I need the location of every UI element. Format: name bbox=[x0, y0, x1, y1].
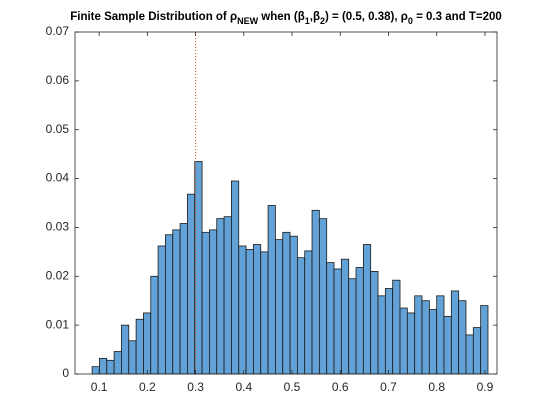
x-tick-label: 0.8 bbox=[428, 380, 445, 394]
bar bbox=[465, 334, 474, 375]
title-segment: NEW bbox=[237, 16, 259, 26]
bar bbox=[91, 366, 100, 375]
bar bbox=[392, 279, 401, 375]
y-tick-label: 0.05 bbox=[46, 122, 70, 136]
bar bbox=[436, 295, 445, 375]
axes-box bbox=[74, 31, 498, 375]
bar bbox=[406, 312, 416, 375]
bar bbox=[201, 231, 210, 375]
bar bbox=[370, 270, 379, 375]
x-tick-label: 0.2 bbox=[139, 380, 156, 394]
bar bbox=[179, 223, 188, 375]
y-tick-label: 0.07 bbox=[46, 24, 70, 38]
bar bbox=[348, 278, 357, 375]
bar bbox=[106, 359, 115, 375]
x-tick-label: 0.3 bbox=[187, 380, 204, 394]
y-tick-label: 0.02 bbox=[46, 268, 70, 282]
bar bbox=[282, 231, 291, 375]
bar bbox=[480, 305, 489, 375]
title-segment: 0 bbox=[408, 16, 413, 26]
bar bbox=[113, 351, 122, 375]
title-segment: ) = (0.5, 0.38), bbox=[325, 11, 401, 23]
bar bbox=[252, 244, 262, 375]
bar bbox=[326, 262, 335, 375]
bar bbox=[150, 275, 159, 375]
bar bbox=[333, 268, 342, 375]
bar bbox=[399, 307, 408, 375]
title-segment: β bbox=[298, 11, 305, 23]
y-tick-label: 0.04 bbox=[46, 171, 70, 185]
title-segment: when ( bbox=[258, 11, 298, 23]
bar bbox=[194, 161, 203, 375]
bar bbox=[209, 229, 218, 375]
title-segment: ρ bbox=[401, 11, 408, 23]
bar bbox=[157, 245, 166, 375]
bar bbox=[296, 257, 306, 375]
title-segment: Finite Sample Distribution of bbox=[70, 11, 230, 23]
bar bbox=[223, 216, 232, 375]
bar bbox=[274, 239, 284, 375]
bar bbox=[377, 295, 386, 375]
bar bbox=[289, 235, 298, 375]
bar bbox=[450, 290, 460, 375]
y-tick-label: 0.01 bbox=[46, 317, 70, 331]
x-tick-label: 0.1 bbox=[91, 380, 108, 394]
bar bbox=[355, 267, 364, 375]
x-tick-label: 0.9 bbox=[477, 380, 494, 394]
x-tick-label: 0.6 bbox=[332, 380, 349, 394]
bar bbox=[231, 180, 240, 375]
bar bbox=[318, 218, 328, 375]
y-tick-label: 0 bbox=[62, 366, 69, 380]
bar bbox=[340, 258, 350, 375]
bar bbox=[99, 357, 108, 375]
bar bbox=[362, 244, 372, 375]
title-segment: = 0.3 and T=200 bbox=[413, 11, 502, 23]
bar bbox=[165, 234, 174, 375]
bar bbox=[267, 205, 276, 375]
title-segment: 2 bbox=[320, 16, 325, 26]
title-segment: β bbox=[313, 11, 320, 23]
y-tick-label: 0.03 bbox=[46, 220, 70, 234]
bar bbox=[260, 251, 269, 375]
bar bbox=[143, 312, 152, 375]
x-tick-label: 0.4 bbox=[235, 380, 252, 394]
bar bbox=[304, 250, 313, 375]
bar bbox=[135, 318, 144, 375]
bar bbox=[428, 309, 438, 375]
bar bbox=[472, 327, 482, 375]
y-tick-label: 0.06 bbox=[46, 73, 70, 87]
x-tick-label: 0.5 bbox=[284, 380, 301, 394]
bar bbox=[128, 340, 137, 375]
bar bbox=[172, 229, 181, 375]
bar bbox=[187, 193, 196, 375]
bar bbox=[238, 245, 247, 375]
bar bbox=[311, 209, 320, 375]
bar bbox=[245, 249, 254, 375]
bar bbox=[443, 315, 452, 375]
title-segment: 1 bbox=[305, 16, 310, 26]
bar bbox=[384, 288, 394, 375]
x-tick-label: 0.7 bbox=[380, 380, 397, 394]
title-segment: , bbox=[310, 11, 313, 23]
bar bbox=[216, 218, 225, 375]
title-segment: ρ bbox=[230, 11, 237, 23]
bar bbox=[458, 300, 467, 375]
bar bbox=[421, 300, 430, 375]
bar bbox=[414, 295, 423, 375]
bar bbox=[121, 324, 130, 375]
chart-title: Finite Sample Distribution of ρNEW when … bbox=[70, 11, 502, 26]
